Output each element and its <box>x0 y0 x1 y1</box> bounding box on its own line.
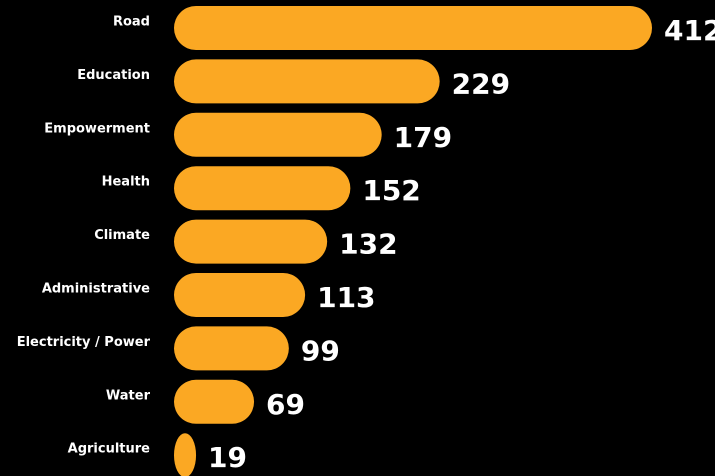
category-label: Water <box>106 388 151 403</box>
category-label: Empowerment <box>44 121 150 136</box>
category-label: Administrative <box>42 282 150 297</box>
category-label: Road <box>113 15 150 30</box>
value-label: 69 <box>266 388 305 421</box>
value-label: 412 <box>664 14 715 47</box>
category-label: Agriculture <box>68 442 151 457</box>
value-label: 132 <box>339 228 397 261</box>
bar <box>174 219 328 264</box>
bar <box>174 112 382 157</box>
value-label: 152 <box>362 174 420 207</box>
bar <box>174 59 440 104</box>
bar <box>174 379 255 424</box>
value-label: 99 <box>301 334 340 367</box>
value-label: 19 <box>208 441 247 474</box>
value-label: 179 <box>394 121 452 154</box>
value-label: 229 <box>452 67 510 100</box>
bar <box>174 166 351 211</box>
category-label: Health <box>102 175 150 190</box>
bar <box>174 433 197 476</box>
category-label: Climate <box>94 228 150 243</box>
bar <box>174 273 306 317</box>
category-label: Education <box>77 68 150 83</box>
category-label: Electricity / Power <box>17 335 151 350</box>
bar <box>174 326 289 371</box>
value-label: 113 <box>317 281 375 314</box>
bar <box>174 6 652 50</box>
